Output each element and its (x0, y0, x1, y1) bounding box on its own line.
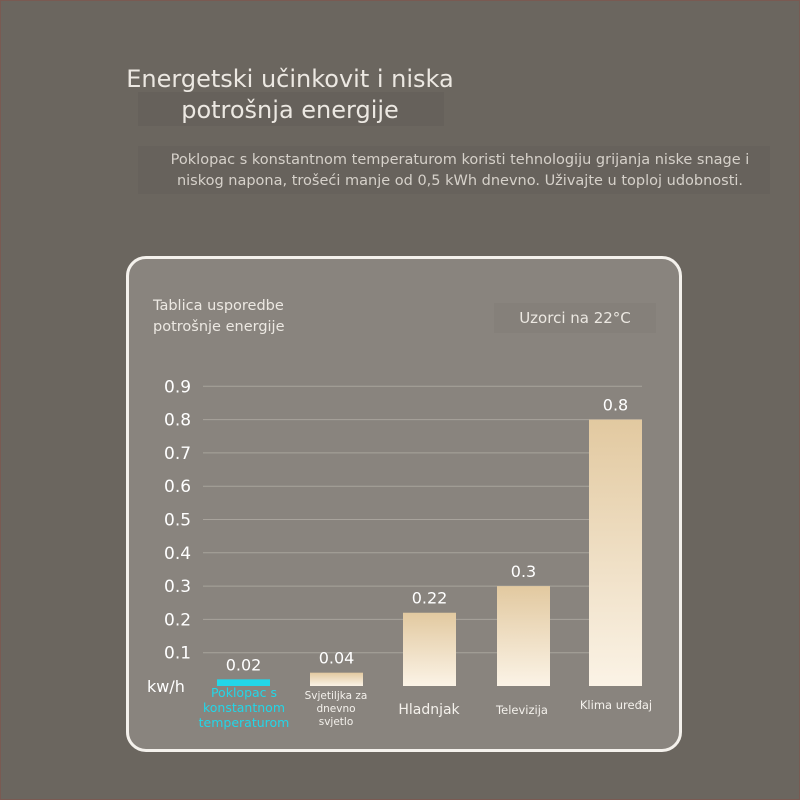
value-label: 0.02 (226, 655, 262, 674)
card-title: Tablica usporedbe potrošnje energije (153, 296, 323, 338)
description-line-2: niskog napona, trošeći manje od 0,5 kWh … (176, 173, 744, 189)
category-label: Televizija (495, 703, 548, 717)
bars (217, 419, 642, 686)
y-tick-label: 0.7 (164, 444, 191, 464)
category-label: Hladnjak (398, 702, 460, 718)
description-highlight (138, 146, 770, 194)
category-label-line: Klima uređaj (580, 698, 652, 712)
card-title-line-2: potrošnje energije (153, 319, 285, 335)
card-title-line-1: Tablica usporedbe (153, 298, 284, 314)
title-highlight (138, 92, 444, 126)
category-label-line: Televizija (495, 703, 548, 717)
bar (497, 586, 550, 686)
page-description: Poklopac s konstantnom temperaturom kori… (140, 150, 780, 192)
unit-label: kw/h (147, 677, 185, 696)
category-label: Svjetiljka za dnevno svjetlo (305, 690, 368, 728)
x-axis-labels: Poklopac s konstantnom temperaturom Svjetil… (199, 685, 652, 730)
y-tick-label: 0.8 (164, 411, 191, 431)
category-label-line: Hladnjak (398, 702, 460, 718)
y-tick-label: 0.1 (164, 644, 191, 664)
category-label: Poklopac s konstantnom temperaturom (199, 685, 290, 730)
y-tick-label: 0.2 (164, 610, 191, 630)
value-label: 0.22 (412, 589, 448, 608)
category-label-line: Poklopac s (211, 685, 277, 700)
category-label-line: Svjetiljka za (305, 690, 368, 702)
page-title-line-2: potrošnja energije (181, 96, 399, 124)
page-title-line-1: Energetski učinkovit i niska (126, 65, 454, 93)
category-label-line: dnevno (316, 703, 355, 715)
value-label: 0.3 (511, 562, 536, 581)
samples-badge: Uzorci na 22°C (494, 303, 656, 333)
y-tick-label: 0.3 (164, 577, 191, 597)
value-label: 0.04 (319, 649, 355, 668)
bar (589, 419, 642, 686)
value-label: 0.8 (603, 396, 628, 415)
y-tick-label: 0.4 (164, 544, 191, 564)
category-label-line: konstantnom (203, 700, 285, 715)
category-label-line: temperaturom (199, 715, 290, 730)
y-tick-label: 0.5 (164, 511, 191, 531)
y-axis: 0.1 0.2 0.3 0.4 0.5 0.6 0.7 0.8 0.9 kw/h (147, 377, 191, 696)
y-tick-label: 0.6 (164, 477, 191, 497)
category-label: Klima uređaj (580, 698, 652, 712)
y-tick-label: 0.9 (164, 377, 191, 397)
page-title: Energetski učinkovit i niska potrošnja e… (90, 64, 490, 126)
description-line-1: Poklopac s konstantnom temperaturom kori… (170, 152, 750, 168)
bar (217, 679, 270, 686)
bar (310, 672, 363, 686)
value-labels: 0.02 0.04 0.22 0.3 0.8 (226, 396, 629, 675)
category-label-line: svjetlo (319, 716, 354, 728)
bar (403, 612, 456, 686)
